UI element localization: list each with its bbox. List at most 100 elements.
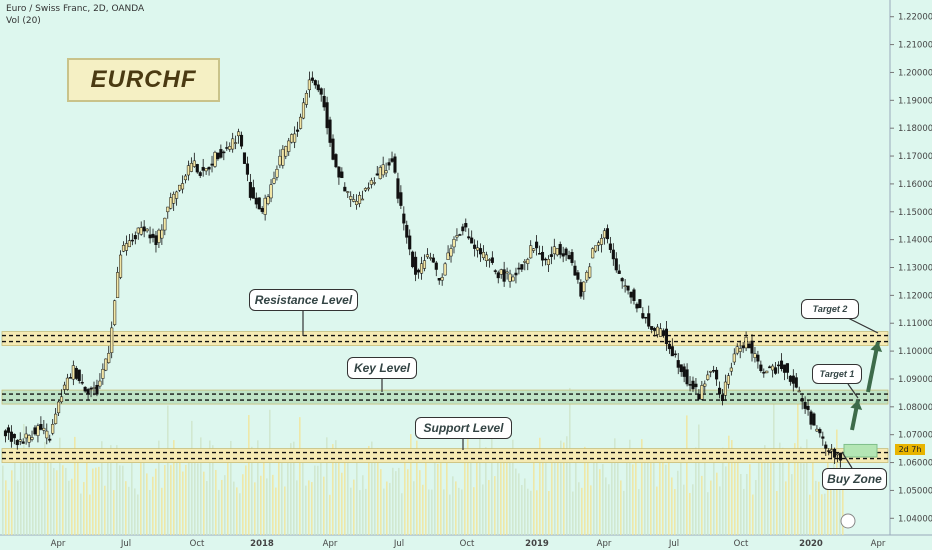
volume-bar bbox=[284, 486, 286, 535]
volume-bar bbox=[35, 462, 37, 535]
volume-bar bbox=[467, 438, 469, 535]
y-tick-label: 1.07000 bbox=[898, 431, 932, 441]
volume-bar bbox=[548, 491, 550, 535]
volume-bar bbox=[194, 454, 196, 535]
candle-body bbox=[691, 380, 695, 390]
volume-bar bbox=[662, 453, 664, 535]
candle-body bbox=[774, 367, 778, 374]
candle-body bbox=[219, 149, 223, 158]
candle-body bbox=[254, 197, 258, 205]
candle-body bbox=[419, 263, 424, 274]
candle-body bbox=[446, 252, 450, 260]
volume-bar bbox=[587, 454, 589, 535]
candle-body bbox=[358, 194, 362, 204]
candle-body bbox=[626, 285, 630, 291]
candle-body bbox=[163, 217, 167, 231]
volume-bar bbox=[797, 401, 799, 535]
candle-body bbox=[83, 386, 87, 392]
candle-body bbox=[195, 164, 199, 173]
candle-body bbox=[570, 252, 574, 263]
volume-bar bbox=[401, 493, 403, 535]
volume-bar bbox=[50, 455, 52, 535]
candle-body bbox=[685, 369, 689, 385]
volume-bar bbox=[104, 485, 106, 535]
candle-body bbox=[679, 364, 683, 373]
candle-body bbox=[101, 368, 105, 379]
volume-bar bbox=[656, 486, 658, 535]
candle-body bbox=[791, 375, 795, 384]
candle-body bbox=[464, 223, 468, 228]
candle-body bbox=[452, 239, 456, 248]
candle-body bbox=[9, 431, 13, 442]
volume-bar bbox=[773, 403, 775, 535]
candle-body bbox=[257, 197, 261, 210]
volume-bar bbox=[584, 446, 586, 535]
volume-bar bbox=[56, 470, 58, 535]
candle-body bbox=[434, 262, 438, 270]
volume-bar bbox=[599, 469, 601, 535]
candle-body bbox=[706, 374, 710, 380]
volume-bar bbox=[128, 486, 130, 535]
volume-bar bbox=[563, 442, 565, 535]
volume-bar bbox=[620, 480, 622, 535]
candle-body bbox=[298, 116, 303, 129]
volume-bar bbox=[737, 454, 739, 535]
volume-bar bbox=[503, 461, 505, 535]
volume-bar bbox=[443, 489, 445, 535]
candle-body bbox=[709, 371, 713, 373]
candle-body bbox=[378, 167, 382, 179]
target-1-callout: Target 1 bbox=[812, 364, 862, 384]
candle-body bbox=[632, 289, 636, 301]
candle-body bbox=[561, 253, 565, 257]
volume-bar bbox=[101, 441, 103, 535]
volume-bar bbox=[125, 481, 127, 535]
volume-bar bbox=[368, 445, 370, 535]
x-tick-label: Apr bbox=[597, 539, 612, 549]
volume-bar bbox=[287, 449, 289, 535]
candle-body bbox=[355, 201, 359, 205]
candle-body bbox=[86, 389, 90, 394]
candle-body bbox=[396, 178, 400, 199]
candle-body bbox=[119, 254, 123, 278]
volume-bar bbox=[506, 449, 508, 535]
volume-bar bbox=[14, 455, 16, 535]
candle-body bbox=[641, 313, 645, 319]
candle-body bbox=[51, 424, 55, 434]
volume-bar bbox=[374, 450, 376, 535]
candle-body bbox=[673, 353, 677, 356]
volume-bar bbox=[398, 467, 400, 535]
candle-body bbox=[142, 226, 146, 232]
candle-body bbox=[372, 182, 376, 184]
candle-body bbox=[59, 396, 64, 403]
volume-bar bbox=[299, 417, 301, 535]
candle-body bbox=[756, 354, 760, 362]
candle-body bbox=[779, 360, 784, 369]
volume-bar bbox=[74, 436, 76, 535]
candle-body bbox=[803, 402, 807, 409]
volume-bar bbox=[380, 469, 382, 535]
volume-bar bbox=[179, 451, 181, 535]
candle-body bbox=[180, 183, 185, 190]
volume-bar bbox=[155, 468, 157, 535]
candle-body bbox=[237, 131, 241, 137]
volume-bar bbox=[560, 440, 562, 535]
volume-bar bbox=[191, 420, 193, 535]
volume-bar bbox=[578, 482, 580, 535]
y-tick-label: 1.13000 bbox=[898, 264, 932, 274]
candle-body bbox=[579, 282, 583, 297]
candle-body bbox=[614, 258, 618, 271]
volume-bar bbox=[719, 486, 721, 535]
y-tick-label: 1.14000 bbox=[898, 236, 932, 246]
volume-bar bbox=[728, 435, 730, 535]
volume-bar bbox=[647, 449, 649, 535]
volume-bar bbox=[278, 450, 280, 535]
candle-body bbox=[812, 413, 816, 426]
volume-bar bbox=[257, 440, 259, 535]
volume-bar bbox=[143, 451, 145, 535]
candle-body bbox=[245, 163, 249, 175]
volume-bar bbox=[233, 481, 235, 535]
volume-bar bbox=[332, 444, 334, 535]
candle-body bbox=[797, 390, 801, 393]
candle-body bbox=[186, 165, 190, 176]
